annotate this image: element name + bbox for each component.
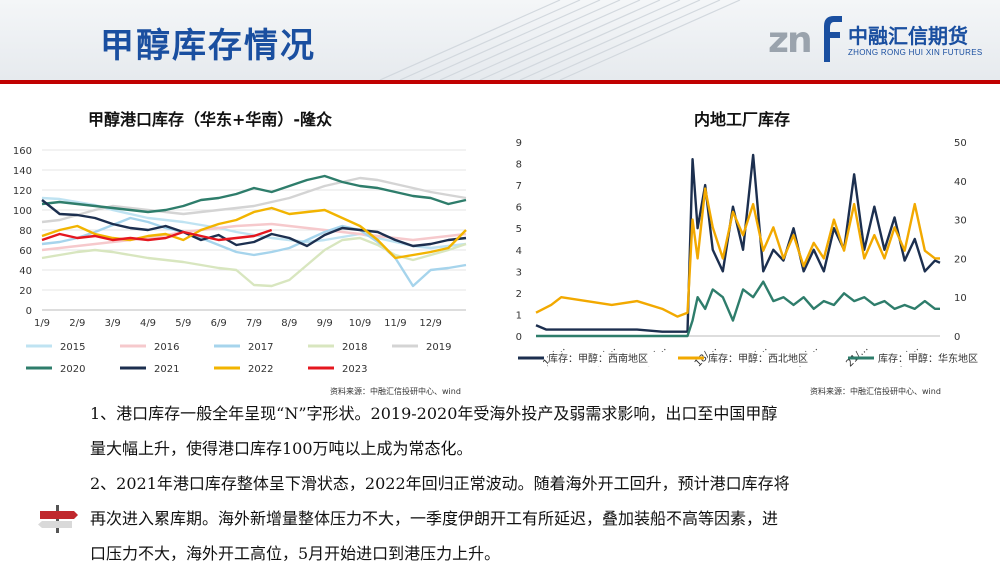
legend-label: 库存：甲醇：西北地区 [708,352,808,365]
series-line-2019 [41,176,467,224]
y-left-tick-label: 2 [516,289,522,300]
analysis-text: 1、港口库存一般全年呈现“N”字形状。2019-2020年受海外投产及弱需求影响… [90,396,950,571]
x-tick-label: 5/9 [175,318,191,329]
y-left-tick-label: 6 [516,203,522,214]
series-line-2022 [41,206,467,260]
x-tick-label: 7/9 [246,318,262,329]
y-tick-label: 160 [13,146,32,157]
legend-label: 库存：甲醇：西南地区 [548,352,648,365]
legend-label: 2022 [248,364,273,375]
logo-mark: zn [768,20,813,61]
x-tick-label: 12/9 [419,318,441,329]
y-right-tick-label: 20 [954,254,967,265]
x-tick-label: 21/… [844,343,870,369]
legend-label: 库存：甲醇：华东地区 [878,352,978,365]
legend-background [708,352,826,366]
x-tick-label: 9/9 [317,318,333,329]
series-line-right [536,280,940,338]
page-title: 甲醇库存情况 [100,26,316,66]
logo-chinese: 中融汇信期货 [848,24,968,48]
legend-background [548,352,666,366]
y-left-tick-label: 3 [516,267,522,278]
legend-label: 2015 [60,342,85,353]
x-tick-label: 8/9 [281,318,297,329]
y-right-tick-label: 50 [954,138,967,149]
signpost-icon [38,505,78,533]
y-left-tick-label: 1 [516,310,522,321]
legend-label: 2023 [342,364,367,375]
inland-factory-inventory-chart: 01234567890102030405015/…16/…17/…18/…19/… [516,138,996,369]
y-tick-label: 100 [13,206,32,217]
legend-label: 2018 [342,342,367,353]
company-logo: zn 中融汇信期货 ZHONG RONG HUI XIN FUTURES [768,14,993,70]
y-tick-label: 60 [19,246,32,257]
x-tick-label: 10/9 [349,318,371,329]
y-right-tick-label: 30 [954,216,967,227]
series-line-2021 [41,199,467,248]
y-tick-label: 0 [26,306,32,317]
y-tick-label: 140 [13,166,32,177]
y-right-tick-label: 10 [954,293,967,304]
y-left-tick-label: 0 [516,332,522,343]
y-right-tick-label: 0 [954,332,960,343]
legend-label: 2017 [248,342,273,353]
paragraph-line: 1、港口库存一般全年呈现“N”字形状。2019-2020年受海外投产及弱需求影响… [90,404,778,423]
paragraph-line: 再次进入累库期。海外新增量整体压力不大，一季度伊朗开工有所延迟，叠加装船不高等因… [90,509,779,528]
y-tick-label: 120 [13,186,32,197]
header-banner: 甲醇库存情况 zn 中融汇信期货 ZHONG RONG HUI XIN FUTU… [0,0,1000,80]
legend-label: 2019 [426,342,451,353]
legend-background [878,352,996,366]
paragraph-line: 口压力不大，海外开工高位，5月开始进口到港压力上升。 [90,544,501,563]
legend-label: 2021 [154,364,179,375]
x-tick-label: 4/9 [140,318,156,329]
x-tick-label: 11/9 [384,318,406,329]
header-decoration [379,0,741,80]
series-line-right [535,187,940,318]
x-tick-label: 2/9 [69,318,85,329]
y-tick-label: 20 [19,286,32,297]
series-line-left [535,153,941,333]
paragraph-line: 量大幅上升，使得港口库存100万吨以上成为常态化。 [90,439,473,458]
chart1-title: 甲醇港口库存（华东+华南）-隆众 [88,110,333,129]
port-inventory-chart: 0 20 40 60 80 100 120 140 160 1/9 2/9 3/9 4/9 5/9 6/9 7… [13,146,467,375]
series-line-2018 [41,236,467,288]
y-left-tick-label: 8 [516,160,522,171]
y-right-tick-label: 40 [954,177,967,188]
x-tick-label: 1/9 [34,318,50,329]
paragraph-line: 2、2021年港口库存整体呈下滑状态，2022年回归正常波动。随着海外开工回升，… [90,474,790,493]
series-line-2020 [41,174,467,214]
y-tick-label: 40 [19,266,32,277]
series-line-2016 [41,222,467,252]
header-divider [0,80,1000,84]
legend-label: 2020 [60,364,85,375]
logo-english: ZHONG RONG HUI XIN FUTURES [848,48,983,57]
x-tick-label: 3/9 [105,318,121,329]
y-left-tick-label: 4 [516,246,522,257]
y-left-tick-label: 7 [516,181,522,192]
logo-f-icon [824,16,842,62]
y-left-tick-label: 9 [516,138,522,149]
y-tick-label: 80 [19,226,32,237]
y-left-tick-label: 5 [516,224,522,235]
legend-label: 2016 [154,342,179,353]
chart1-source: 资料来源：中融汇信投研中心、wind [330,387,461,396]
chart2-source: 资料来源：中融汇信投研中心、wind [810,387,941,396]
x-tick-label: 6/9 [211,318,227,329]
series-line-2023 [41,228,273,242]
chart2-title: 内地工厂库存 [694,110,791,129]
